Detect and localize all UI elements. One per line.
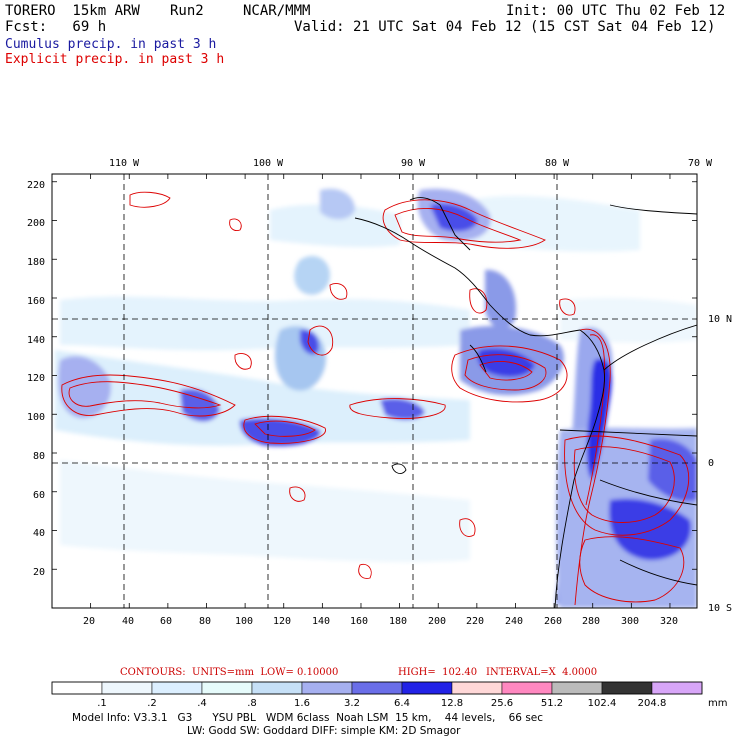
colorbar-cell: [601, 681, 653, 695]
x-tick-label: 20: [83, 616, 95, 627]
y-tick-labels: 20 40 60 80 100 120 140 160 180 200 220: [27, 180, 45, 578]
x-tick-label: 60: [160, 616, 172, 627]
y-tick-label: 120: [27, 373, 45, 384]
lat-label: 10 N: [708, 314, 732, 325]
colorbar-cell: [201, 681, 253, 695]
organization: NCAR/MMM: [243, 3, 311, 19]
y-tick-label: 40: [33, 528, 45, 539]
x-tick-label: 160: [350, 616, 368, 627]
valid-time: Valid: 21 UTC Sat 04 Feb 12 (15 CST Sat …: [294, 19, 716, 35]
lon-label: 100 W: [253, 158, 284, 169]
explicit-precip-contours: [61, 191, 690, 606]
run-label: Run2: [170, 3, 204, 19]
y-tick-label: 180: [27, 257, 45, 268]
cumulus-precip-field: [55, 188, 697, 608]
physics-info: LW: Godd SW: Goddard DIFF: simple KM: 2D…: [187, 725, 461, 737]
lon-label: 70 W: [688, 158, 713, 169]
x-tick-label: 240: [505, 616, 523, 627]
contour-info: CONTOURS: UNITS=mm LOW= 0.10000 HIGH= 10…: [0, 667, 740, 681]
coastlines: [354, 197, 697, 608]
colorbar-cell: [551, 681, 603, 695]
contour-high: HIGH= 102.40: [398, 667, 478, 678]
y-tick-label: 60: [33, 490, 45, 501]
latitude-labels: 10 N 0 10 S: [708, 314, 732, 614]
colorbar-label: 25.6: [491, 698, 513, 709]
contour-interval: INTERVAL=X 4.0000: [486, 667, 598, 678]
y-tick-label: 200: [27, 218, 45, 229]
y-tick-label: 80: [33, 451, 45, 462]
colorbar-label: 3.2: [344, 698, 360, 709]
x-tick-label: 200: [428, 616, 446, 627]
x-tick-label: 80: [199, 616, 211, 627]
lon-label: 110 W: [109, 158, 140, 169]
forecast-hour: Fcst: 69 h: [5, 19, 107, 35]
colorbar-label: 12.8: [441, 698, 463, 709]
x-tick-label: 180: [389, 616, 407, 627]
model-name: TORERO 15km ARW: [5, 3, 140, 19]
contour-units: CONTOURS: UNITS=mm LOW= 0.10000: [120, 667, 339, 678]
colorbar-cell: [451, 681, 503, 695]
colorbar-cell: [51, 681, 103, 695]
x-tick-label: 300: [621, 616, 639, 627]
model-info: Model Info: V3.3.1 G3 YSU PBL WDM 6class…: [72, 712, 544, 724]
y-tick-label: 20: [33, 567, 45, 578]
colorbar-label: 1.6: [294, 698, 310, 709]
y-tick-label: 100: [27, 412, 45, 423]
colorbar-cell: [101, 681, 153, 695]
colorbar-label: .2: [147, 698, 157, 709]
init-time: Init: 00 UTC Thu 02 Feb 12: [506, 3, 726, 19]
colorbar-cell: [651, 681, 703, 695]
colorbar-label: 6.4: [394, 698, 410, 709]
colorbar-label: 102.4: [588, 698, 617, 709]
longitude-labels: 110 W 100 W 90 W 80 W 70 W: [109, 158, 713, 169]
x-tick-label: 40: [122, 616, 134, 627]
x-tick-label: 100: [235, 616, 253, 627]
axis-ticks: [52, 174, 697, 608]
x-tick-label: 120: [273, 616, 291, 627]
cumulus-field-title: Cumulus precip. in past 3 h: [5, 37, 217, 52]
y-tick-label: 220: [27, 180, 45, 191]
colorbar: .1 .2 .4 .8 1.6 3.2 6.4 12.8 25.6 51.2 1…: [51, 681, 727, 709]
colorbar-label: .4: [197, 698, 207, 709]
colorbar-label: 204.8: [638, 698, 667, 709]
colorbar-cell: [501, 681, 553, 695]
x-tick-label: 260: [544, 616, 562, 627]
lat-lon-grid: [52, 174, 697, 608]
colorbar-cell: [251, 681, 303, 695]
precip-map: 20 40 60 80 100 120 140 160 180 200 220 …: [27, 158, 732, 627]
colorbar-cell: [351, 681, 403, 695]
x-tick-label: 220: [466, 616, 484, 627]
map-frame: [51, 173, 698, 609]
colorbar-cell: [151, 681, 203, 695]
lon-label: 90 W: [401, 158, 426, 169]
x-tick-label: 280: [582, 616, 600, 627]
colorbar-label: .1: [97, 698, 107, 709]
y-tick-label: 140: [27, 335, 45, 346]
explicit-field-title: Explicit precip. in past 3 h: [5, 52, 225, 67]
colorbar-frame: [51, 681, 703, 695]
x-tick-label: 140: [312, 616, 330, 627]
lat-label: 0: [708, 458, 714, 469]
y-tick-label: 160: [27, 296, 45, 307]
colorbar-label: 51.2: [541, 698, 563, 709]
x-tick-labels: 20 40 60 80 100 120 140 160 180 200 220 …: [83, 616, 678, 627]
x-tick-label: 320: [660, 616, 678, 627]
lon-label: 80 W: [545, 158, 570, 169]
colorbar-label: .8: [247, 698, 257, 709]
colorbar-cell: [401, 681, 453, 695]
colorbar-cell: [301, 681, 353, 695]
lat-label: 10 S: [708, 603, 732, 614]
colorbar-unit: mm: [708, 698, 727, 709]
